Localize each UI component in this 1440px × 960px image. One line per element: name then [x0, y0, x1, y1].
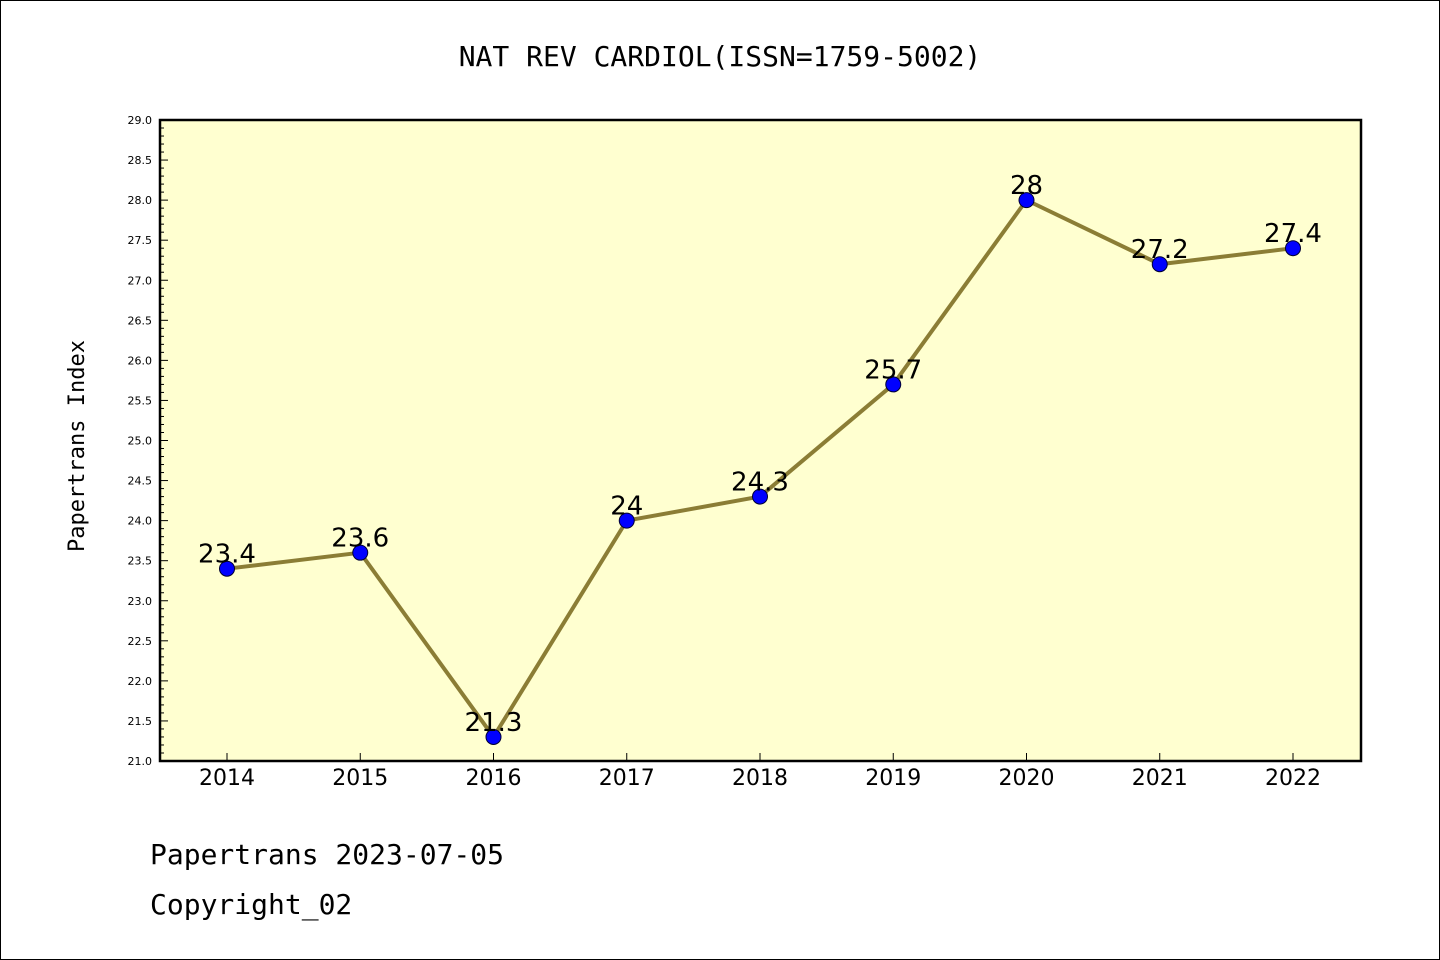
x-tick-label: 2020	[999, 766, 1055, 791]
y-tick-label: 25.5	[128, 394, 153, 407]
x-tick-label: 2019	[865, 766, 921, 791]
x-tick-label: 2022	[1265, 766, 1321, 791]
y-tick-label: 29.0	[128, 114, 153, 127]
y-tick-label: 28.0	[128, 194, 153, 207]
chart-title: NAT REV CARDIOL(ISSN=1759-5002)	[459, 40, 982, 73]
x-tick-label: 2017	[599, 766, 655, 791]
x-tick-label: 2015	[332, 766, 388, 791]
series-markers	[219, 192, 1301, 745]
y-tick-label: 27.0	[128, 274, 153, 287]
plot-area	[160, 120, 1361, 761]
y-tick-label: 25.0	[128, 435, 153, 448]
data-point	[219, 560, 235, 577]
y-axis: 21.0 21.5 22.0 22.5 23.0 23.5 24.0 24.5 25.0 25.5…	[128, 114, 168, 768]
y-tick-label: 21.0	[128, 755, 153, 768]
data-point	[1285, 240, 1301, 257]
data-point	[618, 512, 635, 529]
y-tick-label: 28.5	[128, 154, 153, 167]
x-tick-label: 2021	[1132, 766, 1188, 791]
x-tick-label: 2014	[199, 766, 255, 791]
data-label: 25.7	[864, 355, 922, 385]
y-tick-label: 27.5	[128, 234, 153, 247]
y-tick-label: 26.0	[128, 354, 153, 367]
data-label: 24	[610, 492, 643, 522]
y-tick-label: 22.0	[128, 675, 153, 688]
data-label: 27.4	[1264, 219, 1322, 249]
y-tick-label: 26.5	[128, 314, 153, 327]
x-tick-label: 2016	[466, 766, 522, 791]
data-label: 27.2	[1131, 235, 1189, 265]
data-label: 21.3	[465, 708, 523, 738]
y-tick-label: 23.5	[128, 555, 153, 568]
y-tick-label: 23.0	[128, 595, 153, 608]
y-tick-label: 22.5	[128, 635, 153, 648]
data-point	[752, 488, 768, 505]
plot-border	[158, 118, 1363, 763]
y-axis-label: Papertrans Index	[65, 340, 90, 552]
data-label: 24.3	[731, 468, 789, 498]
data-point	[1151, 256, 1168, 273]
data-point	[352, 544, 369, 561]
y-tick-label: 24.0	[128, 515, 153, 528]
data-point	[885, 376, 902, 393]
x-axis: 2014 2015 2016 2017 2018 2019 2020 2021 2022	[199, 753, 1321, 791]
data-label: 28	[1010, 171, 1043, 201]
footer-date: Papertrans 2023-07-05	[150, 838, 504, 871]
data-point	[1018, 192, 1035, 209]
y-tick-label: 24.5	[128, 475, 153, 488]
data-label: 23.4	[198, 540, 256, 570]
x-tick-label: 2018	[732, 766, 788, 791]
footer-copyright: Copyright_02	[150, 888, 352, 922]
data-point	[485, 728, 502, 745]
data-label: 23.6	[331, 524, 389, 554]
y-tick-label: 21.5	[128, 715, 153, 728]
data-labels: 23.4 23.6 21.3 24 24.3 25.7 28 27.2 27.4	[198, 171, 1322, 738]
